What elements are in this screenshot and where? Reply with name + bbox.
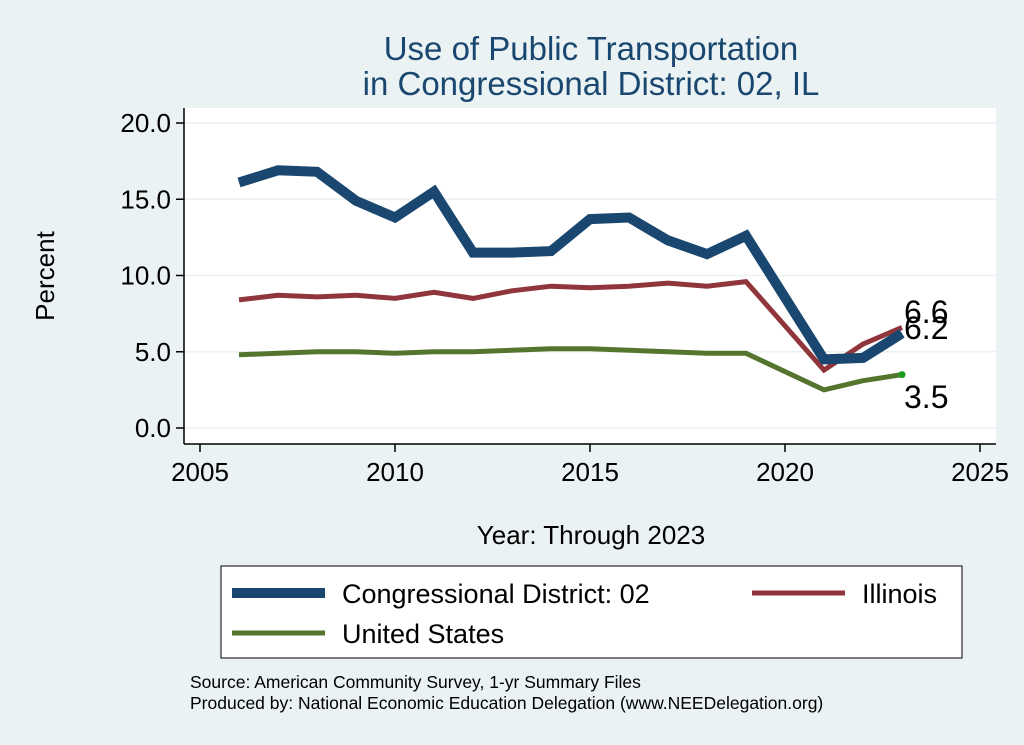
series-line-united-states [238,346,903,393]
x-tick-label-4: 2025 [951,457,1009,487]
series-line-illinois [238,278,903,374]
x-tick-label-1: 2010 [366,457,424,487]
legend-label-united-states: United States [342,619,504,649]
y-tick-label-1: 5.0 [135,337,171,367]
legend: Congressional District: 02 Illinois United… [232,579,937,649]
series-line-congressional-district-02 [237,165,905,365]
source-note: Source: American Community Survey, 1-yr … [190,672,641,692]
end-label-congressional-district-02: 6.2 [904,310,948,346]
y-tick-label-4: 20.0 [120,108,171,138]
series-end-marker-united-states [898,371,906,379]
y-tick-label-0: 0.0 [135,413,171,443]
x-axis-title: Year: Through 2023 [477,520,705,550]
y-axis-title: Percent [30,230,60,320]
chart-title-line-1: Use of Public Transportation [384,30,799,67]
legend-box [220,565,963,659]
end-label-united-states: 3.5 [904,379,948,415]
y-axis-ticks: 0.0 5.0 10.0 15.0 20.0 [120,108,184,443]
end-labels: 6.26.6 3.5 [904,294,948,415]
series-layer [237,165,906,393]
x-tick-label-0: 2005 [171,457,229,487]
produced-by-note: Produced by: National Economic Education… [190,693,823,713]
x-tick-label-2: 2015 [561,457,619,487]
y-tick-label-3: 15.0 [120,184,171,214]
x-axis-ticks: 2005 2010 2015 2020 2025 [171,444,1009,487]
y-tick-label-2: 10.0 [120,261,171,291]
legend-label-congressional-district-02: Congressional District: 02 [342,579,650,609]
legend-label-illinois: Illinois [862,579,937,609]
end-label-illinois: 6.6 [904,294,948,330]
x-tick-label-3: 2020 [756,457,814,487]
chart-title-line-2: in Congressional District: 02, IL [363,65,820,102]
